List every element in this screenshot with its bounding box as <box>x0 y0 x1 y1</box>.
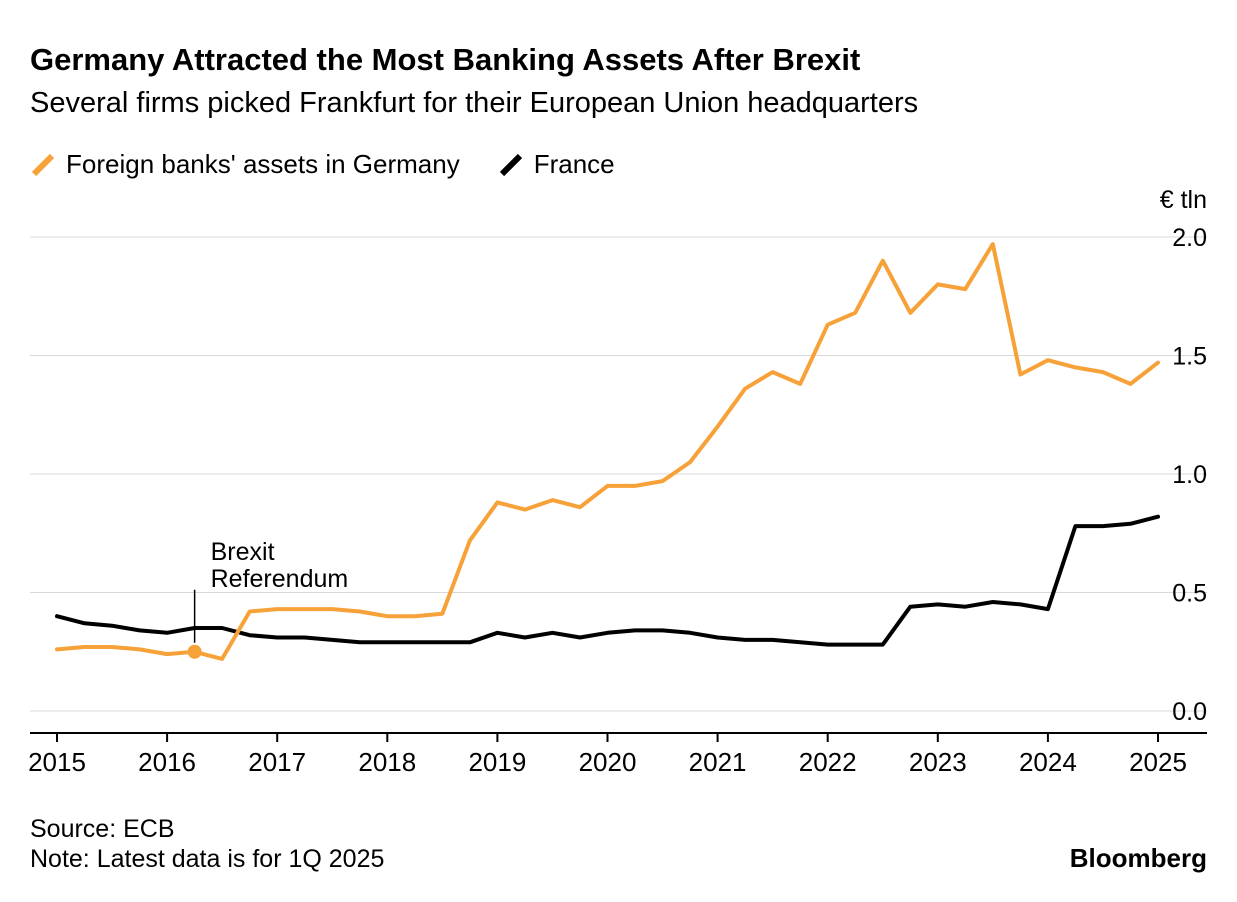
y-tick-label: 0.5 <box>1172 580 1207 608</box>
source-note-block: Source: ECB Note: Latest data is for 1Q … <box>30 814 384 874</box>
y-tick-label: 1.0 <box>1172 461 1207 489</box>
x-tick-label: 2022 <box>799 747 857 777</box>
series-line-france <box>55 514 1160 647</box>
legend-label-germany: Foreign banks' assets in Germany <box>66 149 460 179</box>
x-tick-label: 2020 <box>579 747 637 777</box>
x-tick-label: 2015 <box>28 747 86 777</box>
x-tick-label: 2016 <box>138 747 196 777</box>
x-tick-label: 2017 <box>248 747 306 777</box>
x-tick-label: 2018 <box>358 747 416 777</box>
x-tick-label: 2024 <box>1019 747 1077 777</box>
x-tick-label: 2021 <box>689 747 747 777</box>
source-line: Source: ECB <box>30 815 175 843</box>
germany-series-slash-icon <box>31 153 55 176</box>
france-series-slash-icon <box>499 153 522 176</box>
x-tick-label: 2023 <box>909 747 967 777</box>
annotation-label: Brexit <box>211 538 275 566</box>
y-tick-label: 0.0 <box>1172 698 1207 726</box>
chart-title: Germany Attracted the Most Banking Asset… <box>30 42 861 77</box>
x-tick-label: 2025 <box>1129 747 1187 777</box>
chart-subtitle: Several firms picked Frankfurt for their… <box>30 87 919 119</box>
y-tick-label: 2.0 <box>1172 224 1207 252</box>
y-axis-unit-label: € tln <box>1160 186 1207 214</box>
annotation-dot <box>187 644 202 659</box>
note-line: Note: Latest data is for 1Q 2025 <box>30 845 385 873</box>
series-line-germany <box>55 242 1160 661</box>
annotation-label: Referendum <box>211 565 349 593</box>
y-tick-label: 1.5 <box>1172 343 1207 371</box>
bloomberg-logo: Bloomberg <box>1069 843 1207 873</box>
x-tick-label: 2019 <box>468 747 526 777</box>
legend-item-germany: Foreign banks' assets in Germany <box>30 149 460 180</box>
legend: Foreign banks' assets in Germany France <box>30 149 653 180</box>
legend-item-france: France <box>498 149 615 180</box>
legend-label-france: France <box>533 149 615 179</box>
